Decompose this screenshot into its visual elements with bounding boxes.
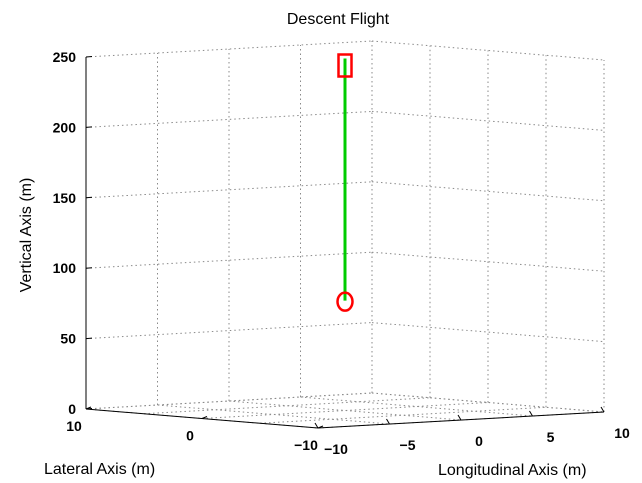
z-tick-label: 0 xyxy=(68,401,76,417)
z-tick-mark xyxy=(85,56,93,58)
x-tick-mark xyxy=(201,416,208,419)
z-tick-label: 100 xyxy=(53,260,77,276)
x-tick-label: 0 xyxy=(186,428,194,444)
grid-line-floor-lateral xyxy=(259,406,547,424)
chart-title: Descent Flight xyxy=(287,11,390,28)
y-tick-mark xyxy=(529,410,533,417)
z-tick-label: 50 xyxy=(60,331,76,347)
x-tick-mark xyxy=(317,425,324,429)
z-axis-label: Vertical Axis (m) xyxy=(18,178,35,293)
grid-line-back-wall-horizontal xyxy=(371,181,605,202)
grid-line-floor-lateral xyxy=(143,397,431,415)
z-tick-mark xyxy=(85,337,93,340)
axes xyxy=(85,56,605,429)
grid-line-floor-longitudinal xyxy=(157,404,390,425)
grid-line-floor-lateral xyxy=(201,402,489,419)
grid-line-floor-longitudinal xyxy=(228,400,462,421)
y-tick-label: 5 xyxy=(547,429,555,445)
y-tick-mark xyxy=(457,414,462,421)
y-tick-label: −5 xyxy=(400,437,416,453)
grid-line-side-wall-horizontal xyxy=(85,181,373,199)
grid-line-side-wall-horizontal xyxy=(85,251,373,269)
z-tick-mark xyxy=(85,196,93,199)
grid-line-floor-longitudinal xyxy=(300,396,533,417)
z-tick-mark xyxy=(85,126,93,128)
grid-line-side-wall-horizontal xyxy=(85,322,373,340)
grid-line-back-wall-horizontal xyxy=(371,40,605,61)
y-tick-mark xyxy=(314,422,319,429)
grid-line-back-wall-horizontal xyxy=(371,322,605,343)
y-tick-label: 0 xyxy=(475,433,483,449)
y-tick-label: −10 xyxy=(324,441,348,457)
z-tick-label: 200 xyxy=(53,119,77,135)
data-layer xyxy=(336,53,354,312)
start-marker-square xyxy=(337,53,353,78)
y-tick-mark xyxy=(600,406,605,413)
grid-line-back-wall-horizontal xyxy=(371,110,605,131)
y-tick-label: 10 xyxy=(614,425,630,441)
grid-line-floor-lateral xyxy=(85,392,373,410)
z-tick-label: 150 xyxy=(53,190,77,206)
x-tick-label: 10 xyxy=(66,418,82,434)
x-tick-mark xyxy=(85,406,92,410)
y-axis-label: Longitudinal Axis (m) xyxy=(438,462,587,479)
grid-line-side-wall-horizontal xyxy=(85,40,373,58)
x-tick-label: −10 xyxy=(294,437,318,453)
grid-line-floor-longitudinal xyxy=(371,392,605,413)
z-tick-label: 250 xyxy=(53,49,77,65)
x-axis-label: Lateral Axis (m) xyxy=(44,461,155,478)
grid-line-side-wall-horizontal xyxy=(85,110,373,128)
end-marker-circle xyxy=(336,291,354,312)
z-tick-mark xyxy=(85,267,93,269)
grid-line-back-wall-horizontal xyxy=(371,251,605,272)
y-tick-mark xyxy=(386,418,390,425)
